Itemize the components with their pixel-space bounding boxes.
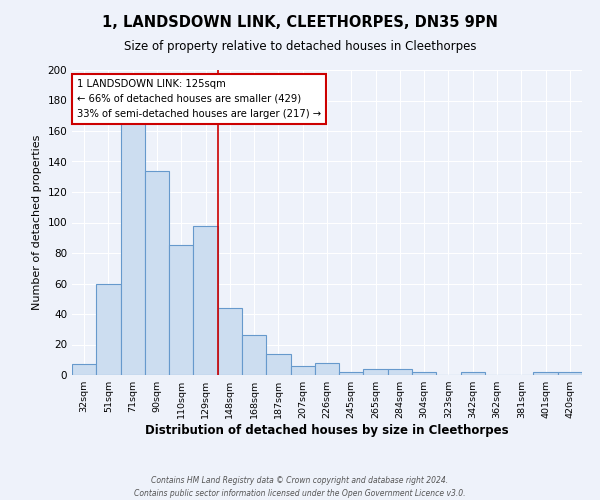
- Bar: [145, 170, 169, 375]
- Bar: [242, 336, 266, 375]
- Y-axis label: Number of detached properties: Number of detached properties: [32, 135, 42, 310]
- Text: Size of property relative to detached houses in Cleethorpes: Size of property relative to detached ho…: [124, 40, 476, 53]
- Bar: [315, 363, 339, 375]
- Bar: [558, 372, 582, 375]
- Bar: [121, 119, 145, 375]
- Bar: [290, 366, 315, 375]
- Bar: [364, 369, 388, 375]
- Bar: [461, 372, 485, 375]
- Bar: [388, 369, 412, 375]
- Text: 1, LANDSDOWN LINK, CLEETHORPES, DN35 9PN: 1, LANDSDOWN LINK, CLEETHORPES, DN35 9PN: [102, 15, 498, 30]
- Bar: [169, 246, 193, 375]
- Bar: [218, 308, 242, 375]
- Bar: [96, 284, 121, 375]
- Bar: [339, 372, 364, 375]
- Bar: [412, 372, 436, 375]
- Bar: [193, 226, 218, 375]
- Bar: [72, 364, 96, 375]
- Bar: [266, 354, 290, 375]
- Text: 1 LANDSDOWN LINK: 125sqm
← 66% of detached houses are smaller (429)
33% of semi-: 1 LANDSDOWN LINK: 125sqm ← 66% of detach…: [77, 79, 321, 119]
- Bar: [533, 372, 558, 375]
- Text: Contains HM Land Registry data © Crown copyright and database right 2024.
Contai: Contains HM Land Registry data © Crown c…: [134, 476, 466, 498]
- X-axis label: Distribution of detached houses by size in Cleethorpes: Distribution of detached houses by size …: [145, 424, 509, 437]
